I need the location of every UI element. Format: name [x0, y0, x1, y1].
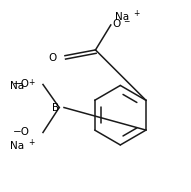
Text: Na: Na [10, 141, 24, 151]
Text: +: + [29, 78, 35, 87]
Text: −: − [123, 17, 129, 26]
Text: O: O [113, 19, 121, 29]
Text: B: B [52, 103, 59, 113]
Text: O: O [49, 53, 57, 63]
Text: +: + [29, 138, 35, 146]
Text: Na: Na [115, 12, 129, 22]
Text: −O: −O [13, 79, 30, 89]
Text: +: + [134, 9, 140, 18]
Text: Na: Na [10, 81, 24, 91]
Text: −O: −O [13, 127, 30, 137]
